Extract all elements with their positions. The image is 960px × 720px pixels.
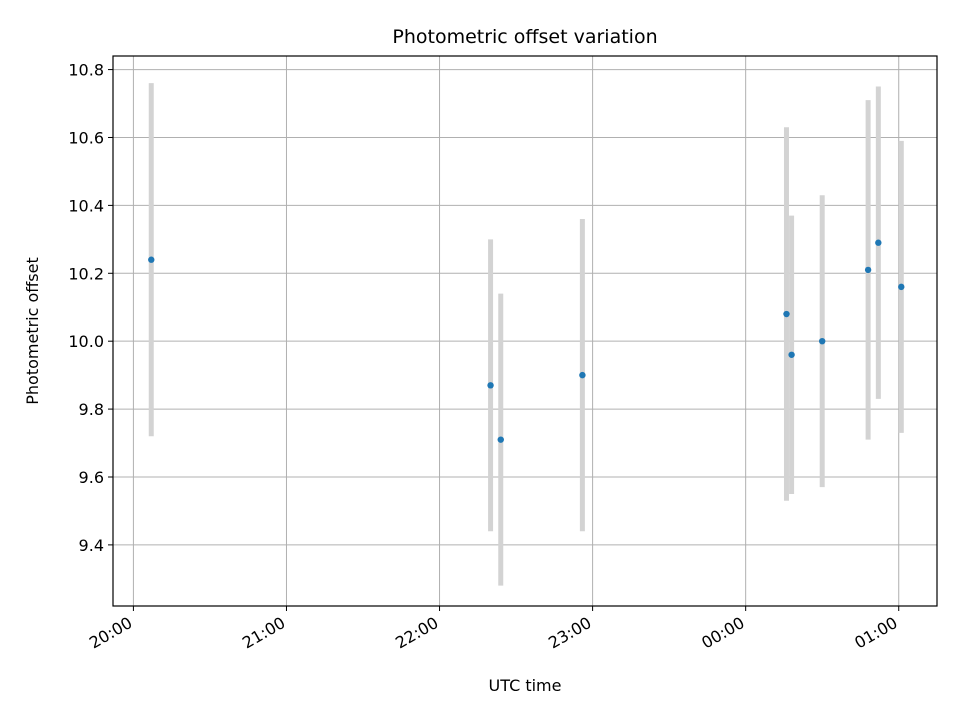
data-point [864,266,872,274]
y-tick-label: 9.6 [79,468,104,487]
error-bars [148,83,904,586]
x-tick-label: 23:00 [545,613,594,653]
x-tick-label: 22:00 [392,613,441,653]
y-tick-label: 10.8 [68,61,104,80]
y-tick-label: 9.8 [79,400,104,419]
grid [113,56,937,606]
data-point [497,436,504,443]
data-point [788,351,795,358]
plot-frame [112,55,938,607]
x-tick-label: 00:00 [698,613,747,653]
data-point [148,256,155,263]
data-point [898,283,905,291]
x-axis-label: UTC time [489,676,562,695]
y-tick-label: 10.6 [68,128,104,147]
data-points [148,239,905,443]
data-point [783,310,790,318]
y-tick-label: 10.4 [68,196,104,215]
data-point [819,337,826,345]
y-axis-ticks: 9.4 9.6 9.8 10.0 10.2 10.4 10.6 10.8 [68,61,113,555]
y-tick-label: 10.0 [68,332,104,351]
y-axis-label: Photometric offset [23,257,42,405]
data-point [579,371,586,379]
x-tick-label: 20:00 [86,613,135,653]
data-point [875,239,882,246]
x-tick-label: 21:00 [239,613,288,653]
y-tick-label: 9.4 [79,536,104,555]
chart-title: Photometric offset variation [392,26,657,48]
x-axis-ticks: 20:00 21:00 22:00 23:00 00:00 01:00 [86,606,901,653]
x-tick-label: 01:00 [851,613,900,653]
y-tick-label: 10.2 [68,264,104,283]
data-point [487,382,494,389]
